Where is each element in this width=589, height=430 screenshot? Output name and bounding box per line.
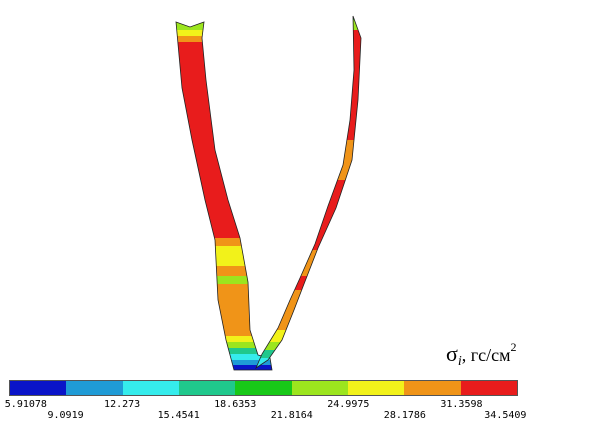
legend-tick-label: 24.9975	[327, 399, 370, 410]
legend-color-segment	[122, 381, 179, 395]
legend-color-segment	[404, 381, 461, 395]
legend-color-segment	[235, 381, 292, 395]
legend-tick-label: 28.1786	[383, 410, 426, 421]
left-branch-outline	[175, 21, 273, 371]
right-branch-outline	[255, 15, 362, 370]
legend-tick-label: 18.6353	[214, 399, 257, 410]
sigma-symbol: σ	[446, 341, 458, 366]
units-text: , гс/см	[461, 345, 511, 365]
legend-tick-label: 9.0919	[47, 410, 84, 421]
legend-color-segment	[66, 381, 123, 395]
units-superscript: 2	[510, 340, 517, 354]
legend-tick-label: 34.5409	[484, 410, 527, 421]
legend-color-segment	[178, 381, 236, 395]
sigma-subscript: i	[457, 354, 462, 369]
legend-color-segment	[10, 381, 67, 395]
color-legend-bar	[9, 380, 518, 396]
stress-units-label: σi, гс/см2	[446, 340, 517, 370]
legend-tick-label: 31.3598	[440, 399, 483, 410]
legend-color-segment	[291, 381, 348, 395]
legend-tick-label: 21.8164	[270, 410, 313, 421]
legend-tick-label: 5.91078	[4, 399, 47, 410]
legend-color-segment	[460, 381, 517, 395]
legend-tick-label: 15.4541	[157, 410, 200, 421]
legend-color-segment	[347, 381, 405, 395]
legend-tick-label: 12.273	[104, 399, 141, 410]
